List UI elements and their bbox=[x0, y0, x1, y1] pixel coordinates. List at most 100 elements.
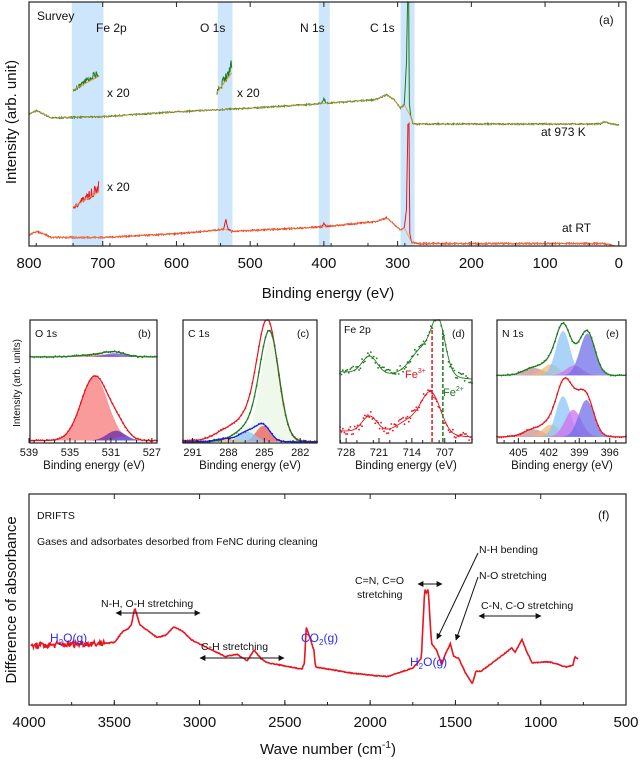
plot-frame-c bbox=[182, 319, 318, 444]
x-tick-label-e: 402 bbox=[540, 447, 558, 459]
x-tick-label-c: 285 bbox=[255, 447, 273, 459]
x-tick-label-f: 1000 bbox=[524, 714, 557, 731]
data-point bbox=[422, 340, 425, 343]
data-point bbox=[237, 418, 240, 420]
data-point bbox=[217, 438, 220, 441]
data-point bbox=[356, 424, 359, 427]
data-point bbox=[408, 362, 410, 364]
data-point bbox=[39, 356, 42, 359]
data-point bbox=[193, 438, 196, 441]
data-point bbox=[52, 438, 55, 441]
y-axis-label-f: Difference of absorbance bbox=[3, 516, 20, 683]
data-point bbox=[397, 373, 400, 375]
data-point bbox=[438, 406, 441, 409]
data-point bbox=[39, 439, 42, 441]
data-point bbox=[149, 355, 152, 358]
spectrum-line-d bbox=[340, 391, 472, 438]
data-point bbox=[275, 438, 278, 441]
data-point bbox=[31, 439, 33, 442]
data-point bbox=[403, 368, 406, 370]
data-point bbox=[37, 356, 40, 358]
data-point bbox=[580, 388, 582, 391]
data-point bbox=[195, 440, 198, 443]
h2o-o: O(g) bbox=[63, 631, 87, 645]
data-point bbox=[94, 353, 97, 356]
data-point bbox=[75, 354, 78, 357]
data-point bbox=[361, 425, 363, 428]
data-point bbox=[296, 439, 298, 441]
component-peak-fill bbox=[497, 409, 626, 437]
panel-f-subtitle: Gases and adsorbates desorbed from FeNC … bbox=[37, 536, 318, 548]
data-point bbox=[377, 367, 379, 369]
data-point bbox=[534, 365, 537, 368]
data-point bbox=[562, 321, 565, 324]
data-point bbox=[52, 356, 55, 359]
data-point bbox=[200, 440, 202, 443]
data-point bbox=[147, 438, 150, 441]
data-point bbox=[515, 434, 518, 437]
data-point bbox=[562, 378, 565, 380]
data-point bbox=[419, 344, 422, 347]
data-point bbox=[244, 430, 247, 433]
data-point bbox=[378, 364, 381, 367]
data-point bbox=[367, 352, 369, 355]
data-point bbox=[362, 361, 365, 364]
data-point bbox=[394, 373, 397, 375]
data-point bbox=[384, 426, 387, 429]
data-point bbox=[84, 354, 86, 357]
data-point bbox=[211, 439, 213, 442]
data-point bbox=[399, 365, 401, 367]
data-point bbox=[233, 422, 236, 424]
data-point bbox=[105, 389, 108, 392]
data-point bbox=[188, 439, 191, 442]
data-point bbox=[229, 435, 231, 438]
data-point bbox=[220, 428, 222, 431]
band-n1s bbox=[318, 2, 330, 246]
component-peak-fill bbox=[183, 431, 317, 442]
data-point bbox=[145, 355, 148, 358]
data-point bbox=[468, 439, 470, 441]
data-point bbox=[92, 352, 95, 355]
data-point bbox=[427, 334, 429, 337]
data-point bbox=[126, 353, 129, 356]
data-point bbox=[130, 355, 133, 358]
x-tick-label-d: 728 bbox=[337, 447, 355, 459]
data-point bbox=[597, 424, 599, 427]
data-point bbox=[109, 398, 112, 400]
data-point bbox=[350, 433, 353, 436]
data-point bbox=[197, 441, 200, 443]
data-point bbox=[509, 435, 511, 437]
inset-x20-signal bbox=[72, 181, 100, 210]
data-point bbox=[532, 426, 535, 429]
x-tick-label-c: 291 bbox=[183, 447, 201, 459]
data-point bbox=[374, 362, 377, 364]
data-point bbox=[389, 369, 391, 372]
panel-b-label: (b) bbox=[138, 328, 151, 340]
data-point bbox=[240, 432, 243, 435]
data-point bbox=[469, 381, 472, 384]
data-point bbox=[595, 351, 597, 354]
data-point bbox=[453, 436, 456, 438]
data-point bbox=[46, 438, 48, 441]
data-point bbox=[530, 428, 533, 431]
data-point bbox=[457, 371, 460, 374]
data-point bbox=[229, 424, 231, 427]
data-point bbox=[262, 324, 265, 327]
data-point bbox=[534, 426, 537, 429]
data-point bbox=[233, 436, 236, 439]
annot-ch: C-H stretching bbox=[201, 641, 268, 653]
data-point bbox=[213, 433, 216, 436]
data-point bbox=[289, 440, 292, 443]
data-point bbox=[449, 365, 451, 368]
data-point bbox=[524, 369, 526, 371]
data-point bbox=[384, 369, 387, 372]
data-point bbox=[235, 431, 238, 434]
data-point bbox=[450, 430, 453, 433]
data-point bbox=[143, 439, 146, 441]
data-point bbox=[498, 436, 500, 439]
x-tick-label-c: 288 bbox=[219, 447, 237, 459]
data-point bbox=[616, 436, 619, 438]
data-point bbox=[521, 370, 524, 373]
data-point bbox=[460, 373, 463, 376]
x-tick-label-d: 707 bbox=[436, 447, 454, 459]
